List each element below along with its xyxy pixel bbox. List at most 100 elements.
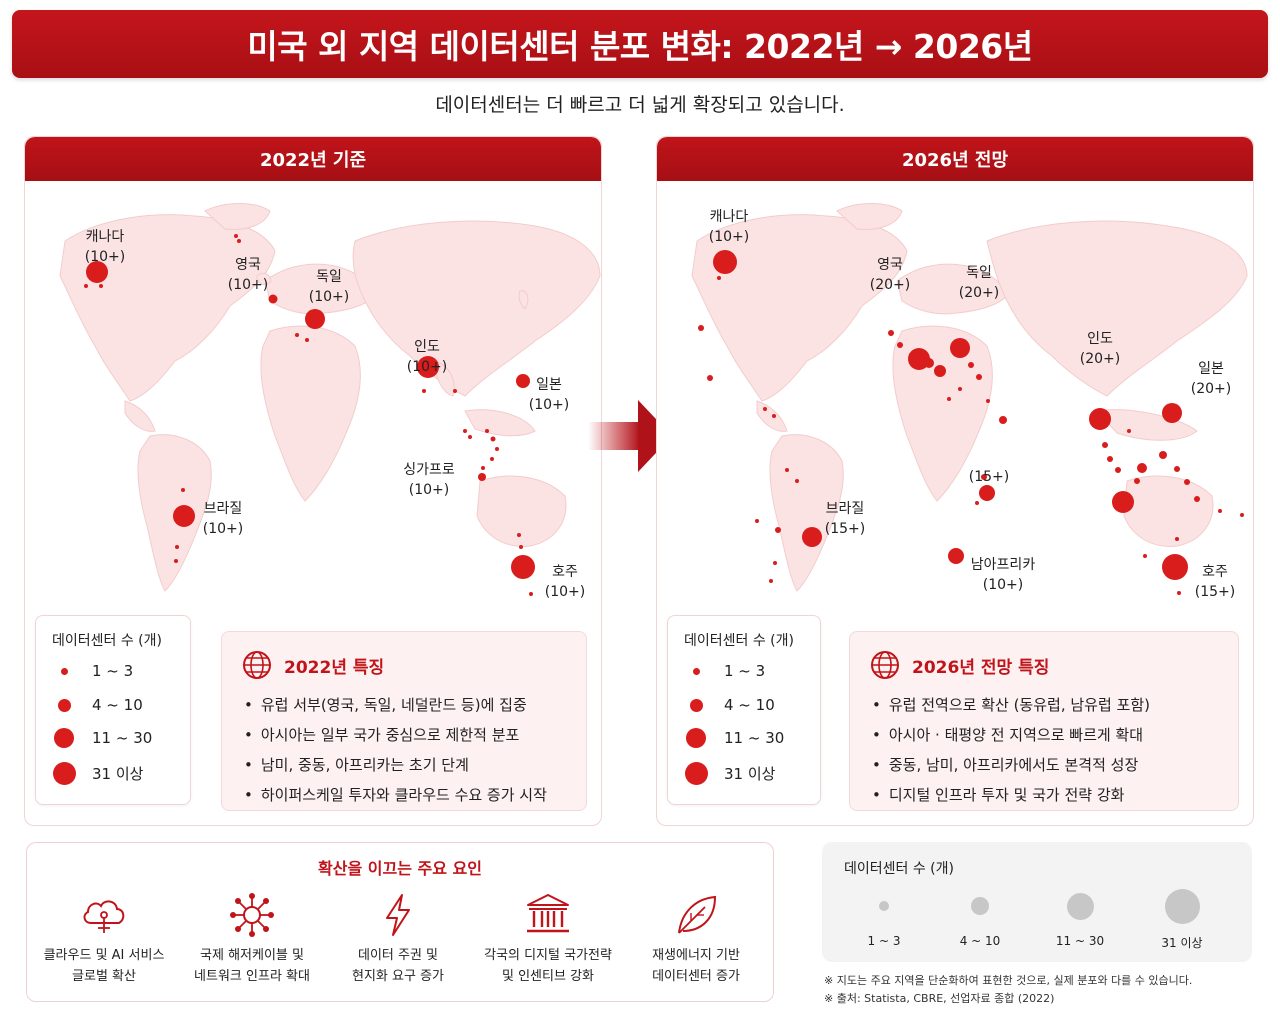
leaf-icon xyxy=(678,895,717,934)
factor-item: 각국의 디지털 국가전략 및 인센티브 강화 xyxy=(473,891,623,987)
label-east-africa: (15+) xyxy=(968,469,1010,485)
network-icon xyxy=(230,893,274,937)
label-germany: 독일 (20+) xyxy=(958,265,1000,301)
features-title: 2022년 특징 xyxy=(242,650,384,680)
size-legend-item: 31 이상 xyxy=(1137,886,1227,950)
size-legend-item: 4 ~ 10 xyxy=(935,886,1025,948)
lightning-icon xyxy=(386,894,410,936)
legend-row: 31 이상 xyxy=(36,762,143,785)
legend-dot xyxy=(57,698,71,712)
legend-row: 31 이상 xyxy=(668,762,775,785)
dot-singapore xyxy=(478,473,486,481)
size-dot xyxy=(971,897,989,915)
label-japan: 일본 (10+) xyxy=(528,377,570,413)
size-legend-item: 1 ~ 3 xyxy=(839,886,929,948)
legend-2022: 데이터센터 수 (개) 1 ~ 3 4 ~ 10 11 ~ 30 31 이상 xyxy=(35,615,191,805)
feature-item: 유럽 전역으로 확산 (동유럽, 남유럽 포함) xyxy=(872,690,1150,720)
dot-germany xyxy=(305,309,325,329)
factor-item: 데이터 주권 및 현지화 요구 증가 xyxy=(323,891,473,987)
factor-item: 클라우드 및 AI 서비스 글로벌 확산 xyxy=(29,891,179,987)
features-2026: 2026년 전망 특징 유럽 전역으로 확산 (동유럽, 남유럽 포함) 아시아… xyxy=(849,631,1239,811)
government-icon xyxy=(527,894,569,933)
feature-item: 중동, 남미, 아프리카에서도 본격적 성장 xyxy=(872,750,1150,780)
dot-canada xyxy=(86,261,108,283)
size-dot xyxy=(879,901,889,911)
legend-dot xyxy=(692,667,700,675)
legend-dot xyxy=(686,728,706,748)
factor-item: 국제 해저케이블 및 네트워크 인프라 확대 xyxy=(177,891,327,987)
legend-dot xyxy=(684,762,708,785)
label-uk: 영국 (10+) xyxy=(227,257,269,293)
panel-header-2022: 2022년 기준 xyxy=(25,137,601,181)
size-legend-title: 데이터센터 수 (개) xyxy=(844,861,954,877)
feature-item: 하이퍼스케일 투자와 클라우드 수요 증가 시작 xyxy=(244,780,547,810)
dot-japan xyxy=(516,374,530,388)
legend-row: 11 ~ 30 xyxy=(36,728,152,748)
factors-box: 확산을 이끄는 주요 요인 클라우드 및 AI 서비스 글로벌 확산 xyxy=(26,842,774,1002)
features-2022: 2022년 특징 유럽 서부(영국, 독일, 네덜란드 등)에 집중 아시아는 … xyxy=(221,631,587,811)
legend-row: 4 ~ 10 xyxy=(668,696,775,714)
factor-item: 재생에너지 기반 데이터센터 증가 xyxy=(621,891,771,987)
page-subtitle: 데이터센터는 더 빠르고 더 넓게 확장되고 있습니다. xyxy=(435,94,845,116)
dot-south-africa xyxy=(948,548,964,564)
dot-australia xyxy=(511,555,535,579)
dot-brazil xyxy=(802,527,822,547)
title-bar: 미국 외 지역 데이터센터 분포 변화: 2022년 → 2026년 xyxy=(12,10,1268,78)
feature-item: 남미, 중동, 아프리카는 초기 단계 xyxy=(244,750,547,780)
dot-east-africa xyxy=(979,485,995,501)
feature-item: 아시아 · 태평양 전 지역으로 빠르게 확대 xyxy=(872,720,1150,750)
world-map-2022 xyxy=(59,203,601,596)
page-title: 미국 외 지역 데이터센터 분포 변화: 2022년 → 2026년 xyxy=(247,27,1033,66)
label-australia: 호주 (10+) xyxy=(544,564,586,600)
note-source: ※ 출처: Statista, CBRE, 선업자료 종합 (2022) xyxy=(824,992,1055,1005)
label-japan: 일본 (20+) xyxy=(1190,361,1232,397)
globe-icon xyxy=(871,651,899,679)
size-legend: 데이터센터 수 (개) 1 ~ 3 4 ~ 10 11 ~ 30 31 이상 xyxy=(822,842,1252,962)
legend-2026: 데이터센터 수 (개) 1 ~ 3 4 ~ 10 11 ~ 30 31 이상 xyxy=(667,615,821,805)
feature-item: 디지털 인프라 투자 및 국가 전략 강화 xyxy=(872,780,1150,810)
legend-dot xyxy=(689,698,703,712)
cloud-ai-icon xyxy=(83,900,125,933)
legend-dot xyxy=(52,762,76,785)
legend-title: 데이터센터 수 (개) xyxy=(52,633,162,649)
legend-row: 11 ~ 30 xyxy=(668,728,784,748)
legend-row: 1 ~ 3 xyxy=(36,662,133,680)
globe-icon xyxy=(243,651,271,679)
note-disclaimer: ※ 지도는 주요 지역을 단순화하여 표현한 것으로, 실제 분포와 다를 수 … xyxy=(824,974,1193,987)
feature-item: 아시아는 일부 국가 중심으로 제한적 분포 xyxy=(244,720,547,750)
label-australia: 호주 (15+) xyxy=(1194,564,1236,600)
dot-germany xyxy=(950,338,970,358)
dot-uk xyxy=(268,294,278,304)
size-legend-item: 11 ~ 30 xyxy=(1035,886,1125,948)
dot-australia xyxy=(1162,554,1188,580)
factors-title: 확산을 이끄는 주요 요인 xyxy=(318,859,482,878)
features-title: 2026년 전망 특징 xyxy=(870,650,1049,680)
label-brazil: 브라질 (10+) xyxy=(202,501,244,537)
legend-dot xyxy=(60,667,68,675)
feature-item: 유럽 서부(영국, 독일, 네덜란드 등)에 집중 xyxy=(244,690,547,720)
label-canada: 캐나다 (10+) xyxy=(708,209,750,245)
size-dot xyxy=(1066,892,1094,920)
dot-southeast-asia xyxy=(1112,491,1134,513)
panel-2026: 2026년 전망 xyxy=(656,136,1254,826)
label-india: 인도 (20+) xyxy=(1079,331,1121,367)
world-map-2026 xyxy=(691,203,1248,595)
size-dot xyxy=(1164,888,1200,924)
legend-row: 1 ~ 3 xyxy=(668,662,765,680)
legend-dot xyxy=(54,728,74,748)
dot-india xyxy=(417,356,439,378)
label-south-africa: 남아프리카 (10+) xyxy=(970,557,1036,593)
label-germany: 독일 (10+) xyxy=(308,269,350,305)
panel-header-2026: 2026년 전망 xyxy=(657,137,1253,181)
label-canada: 캐나다 (10+) xyxy=(84,229,126,265)
dot-brazil xyxy=(173,505,195,527)
legend-title: 데이터센터 수 (개) xyxy=(684,633,794,649)
label-uk: 영국 (20+) xyxy=(869,257,911,293)
dot-canada xyxy=(713,250,737,274)
label-singapore: 싱가프로 (10+) xyxy=(403,462,455,498)
dot-japan xyxy=(1162,403,1182,423)
dot-india xyxy=(1089,408,1111,430)
label-brazil: 브라질 (15+) xyxy=(824,501,866,537)
panel-2022: 2022년 기준 xyxy=(24,136,602,826)
label-india: 인도 (10+) xyxy=(406,339,448,375)
